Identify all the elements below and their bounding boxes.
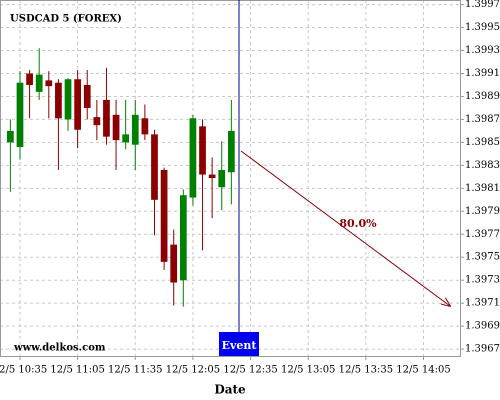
candle-body — [179, 195, 187, 281]
candle-body — [141, 118, 149, 135]
x-tick-label: 12/5 13:05 — [281, 365, 335, 376]
x-axis-label: Date — [214, 383, 246, 397]
plot-frame — [0, 0, 461, 357]
y-tick-label: 1.3987 — [465, 114, 500, 125]
event-label: Event — [222, 339, 258, 352]
y-tick-label: 1.3973 — [465, 275, 500, 286]
y-tick-label: 1.3975 — [465, 252, 500, 263]
candle-body — [122, 134, 130, 143]
x-tick-label: 12/5 11:35 — [108, 365, 162, 376]
candle-body — [93, 117, 101, 126]
y-tick-label: 1.3985 — [465, 137, 500, 148]
candle-body — [26, 73, 33, 85]
candle-body — [131, 114, 139, 145]
watermark: www.delkos.com — [13, 343, 106, 354]
y-tick-label: 1.3989 — [465, 91, 500, 102]
y-tick-label: 1.3983 — [465, 160, 500, 171]
candle-body — [16, 82, 24, 147]
y-tick-label: 1.3977 — [465, 229, 500, 240]
y-tick-label: 1.3969 — [465, 321, 500, 332]
candle-body — [227, 130, 235, 173]
candle-body — [208, 174, 216, 178]
y-tick-label: 1.3971 — [465, 298, 500, 309]
x-tick-label: 12/5 12:05 — [166, 365, 220, 376]
y-tick-label: 1.3997 — [465, 0, 500, 10]
projection-arrow — [240, 150, 450, 306]
y-tick-label: 1.3981 — [465, 183, 500, 194]
candle-body — [189, 118, 197, 198]
y-tick-label: 1.3991 — [465, 68, 500, 79]
x-tick-label: 12/5 10:35 — [0, 365, 47, 376]
candle-body — [218, 169, 226, 188]
candle-body — [74, 79, 81, 130]
candle-body — [55, 82, 62, 119]
event-box — [219, 332, 259, 356]
y-tick-label: 1.3967 — [465, 344, 500, 355]
candle-body — [112, 114, 120, 141]
candle-body — [160, 169, 168, 262]
candle-body — [170, 244, 178, 283]
candle-body — [45, 80, 53, 87]
x-tick-label: 12/5 14:05 — [396, 365, 450, 376]
candle-body — [7, 130, 14, 143]
candle-body — [151, 134, 158, 200]
y-tick-label: 1.3995 — [465, 22, 500, 33]
candle-body — [199, 126, 206, 175]
x-tick-label: 12/5 12:35 — [223, 365, 277, 376]
chart-title: USDCAD 5 (FOREX) — [10, 14, 122, 25]
x-tick-label: 12/5 13:35 — [339, 365, 393, 376]
y-tick-label: 1.3979 — [465, 206, 500, 217]
x-tick-label: 12/5 11:05 — [50, 365, 104, 376]
candle-body — [103, 99, 110, 137]
candle-body — [64, 79, 72, 120]
projection-label: 80.0% — [339, 217, 377, 230]
candle-body — [83, 84, 91, 108]
candle-body — [35, 74, 43, 92]
y-tick-label: 1.3993 — [465, 45, 500, 56]
